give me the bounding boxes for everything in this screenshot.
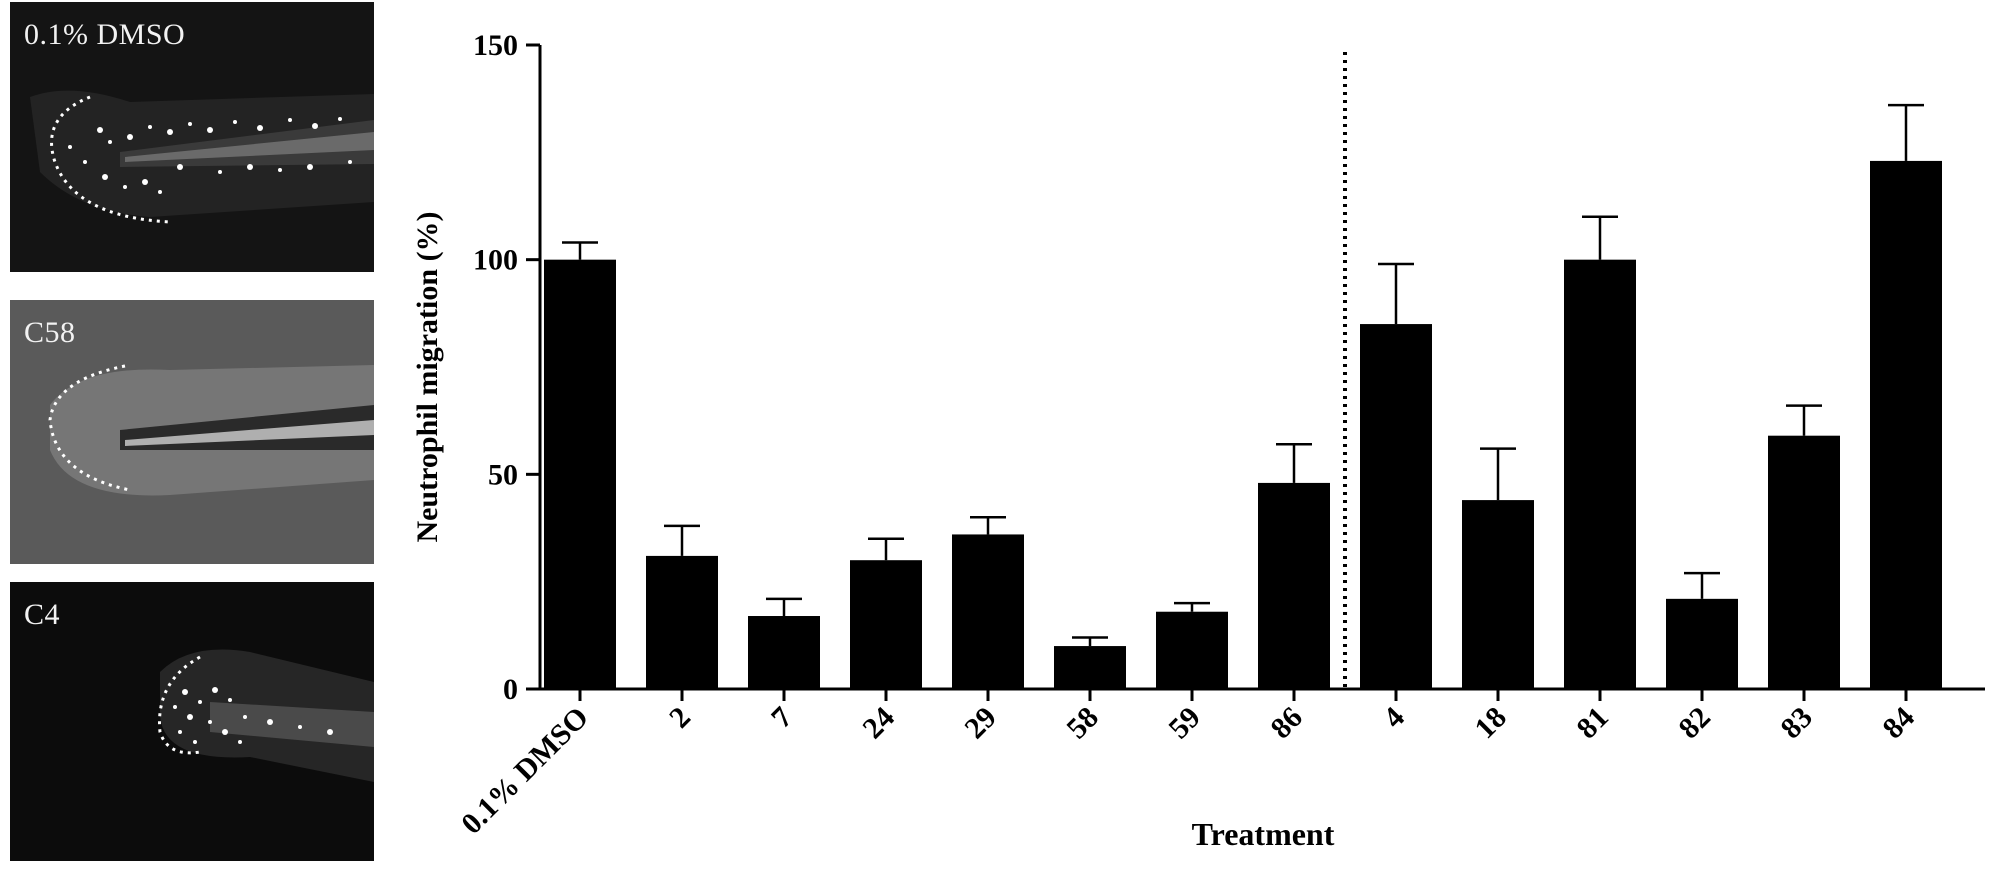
- bar: [1666, 598, 1738, 689]
- panel-label: 0.1% DMSO: [24, 18, 186, 51]
- bar: [544, 259, 616, 689]
- x-tick-label: 2: [663, 701, 697, 735]
- x-tick-label: 24: [856, 701, 901, 746]
- bar: [1768, 435, 1840, 689]
- x-tick-label: 83: [1774, 701, 1819, 746]
- y-tick-label: 150: [473, 29, 518, 62]
- y-axis: 0 50 100 150: [473, 29, 542, 706]
- y-tick-label: 0: [503, 673, 518, 706]
- image-panel-c58: C58: [10, 300, 374, 564]
- image-panel-dmso: 0.1% DMSO: [10, 2, 374, 272]
- zebrafish-fluorescence-image: [10, 2, 374, 272]
- x-tick-label: 84: [1876, 701, 1921, 746]
- bar: [952, 534, 1024, 689]
- bar: [1156, 611, 1228, 689]
- bar: [850, 560, 922, 689]
- bar: [646, 555, 718, 689]
- x-tick-label: 82: [1672, 701, 1717, 746]
- x-tick-label: 18: [1468, 701, 1513, 746]
- bar: [1054, 646, 1126, 689]
- axis-labels: Neutrophil migration (%) Treatment: [411, 211, 1335, 852]
- bar: [1870, 160, 1942, 690]
- bar: [1462, 500, 1534, 689]
- x-tick-label: 81: [1570, 701, 1615, 746]
- y-axis-title: Neutrophil migration (%): [411, 211, 444, 542]
- x-tick-label: 59: [1162, 701, 1207, 746]
- y-tick-label: 100: [473, 244, 518, 277]
- bar: [1258, 482, 1330, 689]
- panel-label: C4: [24, 598, 61, 631]
- x-tick-label: 58: [1060, 701, 1105, 746]
- panel-label: C58: [24, 316, 76, 349]
- bars: [544, 52, 1942, 690]
- x-tick-label: 86: [1264, 701, 1309, 746]
- x-tick-label: 0.1% DMSO: [455, 701, 595, 841]
- bar: [748, 616, 820, 689]
- x-axis-title: Treatment: [1192, 816, 1335, 852]
- bar: [1564, 259, 1636, 689]
- zebrafish-brightfield-image: [10, 300, 374, 564]
- zebrafish-fluorescence-image: [10, 582, 374, 861]
- x-tick-label: 29: [958, 701, 1003, 746]
- bar: [1360, 324, 1432, 689]
- image-panel-c4: C4: [10, 582, 374, 861]
- x-tick-label: 7: [765, 701, 799, 735]
- x-tick-label: 4: [1377, 701, 1411, 735]
- y-tick-label: 50: [488, 458, 518, 491]
